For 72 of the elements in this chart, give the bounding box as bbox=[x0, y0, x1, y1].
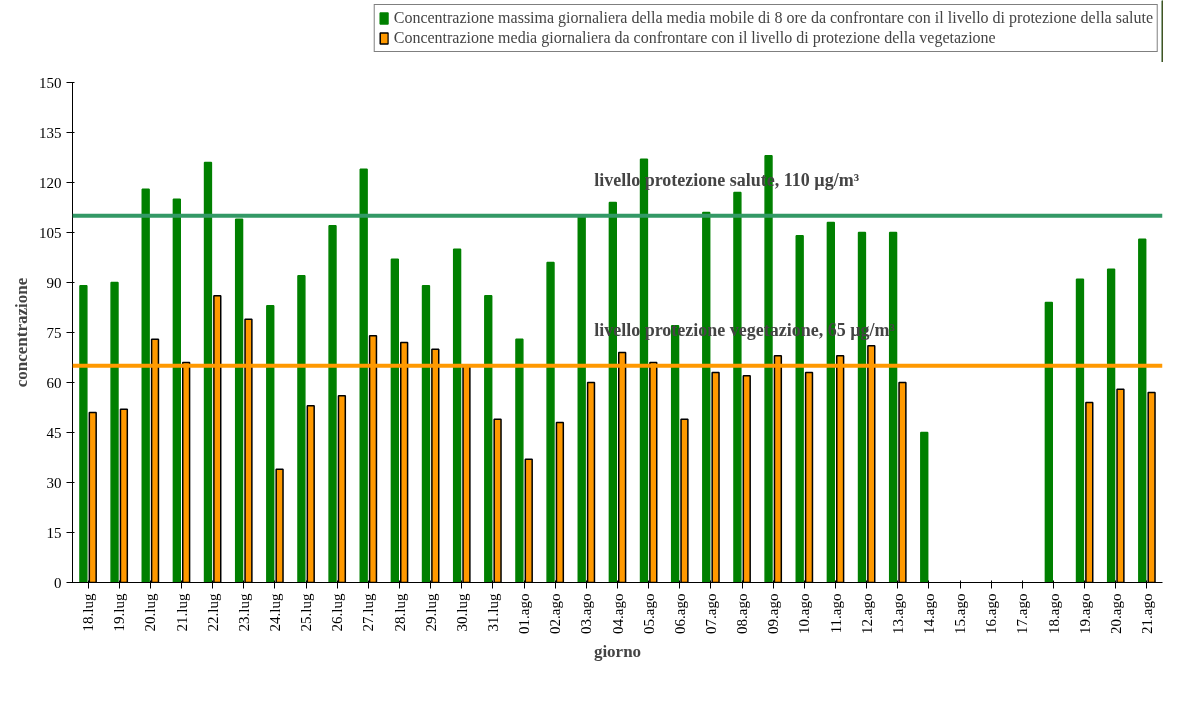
legend-label: Concentrazione media giornaliera da confrontare con il livello di protezione della vegetazione bbox=[393, 29, 996, 47]
x-tick-label: 19.ago bbox=[1076, 593, 1093, 634]
bar bbox=[110, 281, 119, 583]
x-tick-label: 25.lug bbox=[298, 593, 315, 632]
bar bbox=[141, 188, 150, 583]
legend-label: Concentrazione massima giornaliera della media mobile di 8 ore da confrontare con il livello di protezione della salute bbox=[393, 9, 1153, 27]
bar bbox=[484, 295, 493, 583]
bar bbox=[203, 161, 213, 583]
bar bbox=[172, 198, 181, 583]
x-tick-label: 18.ago bbox=[1045, 593, 1062, 634]
x-tick-label: 04.ago bbox=[609, 593, 626, 634]
x-tick-label: 21.ago bbox=[1138, 593, 1155, 634]
x-tick-label: 03.ago bbox=[578, 593, 595, 634]
bar bbox=[1106, 268, 1116, 583]
bar bbox=[1138, 238, 1147, 583]
x-tick-label: 26.lug bbox=[329, 593, 346, 632]
x-axis-title: giorno bbox=[593, 641, 642, 661]
x-tick-label: 31.lug bbox=[484, 593, 501, 632]
y-tick-label: 135 bbox=[39, 124, 62, 141]
bar bbox=[359, 168, 368, 583]
x-tick-label: 20.lug bbox=[142, 593, 159, 632]
x-tick-label: 07.ago bbox=[702, 593, 719, 634]
y-tick-label: 90 bbox=[46, 274, 62, 291]
bar bbox=[328, 225, 337, 583]
x-tick-label: 29.lug bbox=[422, 593, 439, 632]
x-tick-label: 28.lug bbox=[391, 593, 408, 632]
x-tick-label: 09.ago bbox=[765, 593, 782, 634]
x-tick-label: 17.ago bbox=[1014, 593, 1031, 634]
bar bbox=[79, 285, 88, 583]
bar bbox=[1075, 278, 1085, 583]
x-tick-label: 15.ago bbox=[952, 593, 969, 634]
bar bbox=[266, 305, 275, 583]
x-tick-label: 21.lug bbox=[173, 593, 190, 632]
x-tick-label: 13.ago bbox=[889, 593, 906, 634]
y-axis-title: concentrazione bbox=[12, 277, 31, 388]
x-tick-label: 30.lug bbox=[453, 593, 470, 632]
bar bbox=[920, 431, 929, 583]
y-tick-label: 150 bbox=[39, 74, 62, 91]
y-tick-label: 120 bbox=[39, 174, 62, 191]
x-tick-label: 01.ago bbox=[516, 593, 533, 634]
y-tick-label: 105 bbox=[39, 224, 62, 241]
x-tick-label: 06.ago bbox=[671, 593, 688, 634]
x-tick-label: 08.ago bbox=[734, 593, 751, 634]
y-tick-label: 75 bbox=[46, 324, 62, 341]
y-tick-label: 45 bbox=[46, 424, 62, 441]
x-tick-label: 10.ago bbox=[796, 593, 813, 634]
y-tick-label: 15 bbox=[46, 524, 62, 541]
x-tick-label: 14.ago bbox=[920, 593, 937, 634]
bar bbox=[546, 261, 555, 583]
x-tick-label: 24.lug bbox=[266, 593, 283, 632]
x-tick-label: 20.ago bbox=[1107, 593, 1124, 634]
bar bbox=[577, 215, 586, 583]
x-tick-label: 12.ago bbox=[858, 593, 875, 634]
x-tick-label: 19.lug bbox=[111, 593, 128, 632]
bar bbox=[390, 258, 399, 583]
x-tick-label: 02.ago bbox=[547, 593, 564, 634]
y-tick-label: 30 bbox=[46, 474, 62, 491]
x-tick-label: 11.ago bbox=[827, 593, 844, 634]
bar bbox=[234, 218, 244, 583]
bar bbox=[1044, 301, 1053, 583]
x-tick-label: 18.lug bbox=[80, 593, 97, 632]
bar bbox=[452, 248, 462, 583]
x-tick-label: 27.lug bbox=[360, 593, 377, 632]
x-tick-label: 22.lug bbox=[204, 593, 221, 632]
bar bbox=[515, 338, 524, 583]
bar bbox=[297, 275, 306, 583]
y-tick-label: 0 bbox=[54, 574, 62, 591]
x-tick-label: 23.lug bbox=[235, 593, 252, 632]
x-tick-label: 16.ago bbox=[983, 593, 1000, 634]
x-tick-label: 05.ago bbox=[640, 593, 657, 634]
y-tick-label: 60 bbox=[46, 374, 62, 391]
bar bbox=[421, 285, 431, 583]
